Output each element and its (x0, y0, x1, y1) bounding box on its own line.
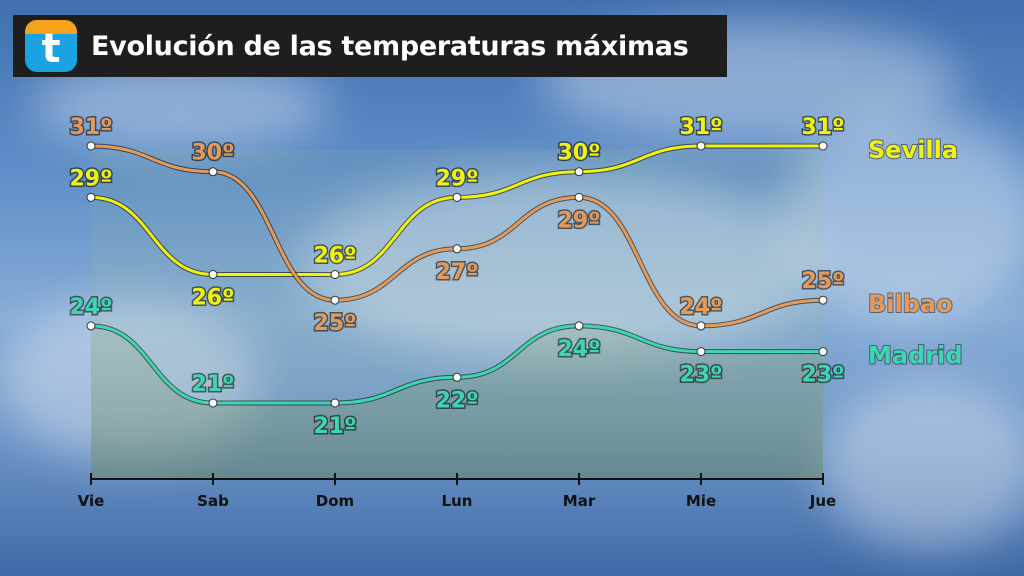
bilbao-point (86, 141, 96, 151)
madrid-data-label: 21º (313, 414, 356, 439)
tiempo-logo-icon: t (25, 20, 77, 72)
madrid-point (330, 398, 340, 408)
madrid-data-label: 23º (679, 363, 722, 388)
x-tick-label: Mie (686, 492, 716, 510)
sevilla-point (574, 167, 584, 177)
x-tick-label: Dom (316, 492, 354, 510)
bilbao-data-label: 25º (313, 311, 356, 336)
sevilla-data-label: 26º (191, 286, 234, 311)
x-tick-label: Mar (563, 492, 596, 510)
x-tick-label: Jue (809, 492, 836, 510)
bilbao-data-label: 27º (435, 260, 478, 285)
sevilla-point (696, 141, 706, 151)
madrid-point (208, 398, 218, 408)
bilbao-data-label: 30º (191, 141, 234, 166)
madrid-point (696, 347, 706, 357)
sevilla-point (208, 270, 218, 279)
madrid-data-label: 24º (69, 295, 112, 320)
bilbao-series-label: Bilbao (868, 290, 953, 318)
madrid-data-label: 23º (801, 363, 844, 388)
madrid-point (574, 321, 584, 331)
madrid-data-label: 24º (557, 337, 600, 362)
plot-band (91, 325, 823, 479)
sevilla-data-label: 31º (801, 115, 844, 140)
x-tick-label: Lun (442, 492, 473, 510)
sevilla-point (818, 141, 828, 151)
bilbao-point (330, 295, 340, 305)
bilbao-point (574, 192, 584, 202)
madrid-data-label: 22º (435, 388, 478, 413)
madrid-point (86, 321, 96, 331)
sevilla-data-label: 31º (679, 115, 722, 140)
sevilla-point (86, 192, 96, 202)
x-tick-label: Vie (78, 492, 105, 510)
bilbao-data-label: 31º (69, 115, 112, 140)
x-tick-label: Sab (197, 492, 229, 510)
madrid-data-label: 21º (191, 372, 234, 397)
sevilla-point (452, 192, 462, 202)
bilbao-point (452, 244, 462, 254)
title-bar: t Evolución de las temperaturas máximas (13, 15, 727, 77)
sevilla-data-label: 30º (557, 141, 600, 166)
sevilla-series-label: Sevilla (868, 136, 958, 164)
madrid-point (452, 372, 462, 382)
plot-area (91, 150, 823, 479)
cloud (820, 380, 1024, 550)
bilbao-data-label: 29º (557, 208, 600, 233)
sevilla-point (330, 270, 340, 279)
page-title: Evolución de las temperaturas máximas (91, 30, 689, 62)
bilbao-point (208, 167, 218, 177)
bilbao-point (818, 295, 828, 305)
madrid-series-label: Madrid (868, 342, 963, 370)
sevilla-data-label: 29º (435, 166, 478, 191)
madrid-point (818, 347, 828, 357)
bilbao-data-label: 24º (679, 295, 722, 320)
bilbao-point (696, 321, 706, 331)
sevilla-data-label: 26º (313, 244, 356, 269)
sevilla-data-label: 29º (69, 166, 112, 191)
bilbao-data-label: 25º (801, 269, 844, 294)
